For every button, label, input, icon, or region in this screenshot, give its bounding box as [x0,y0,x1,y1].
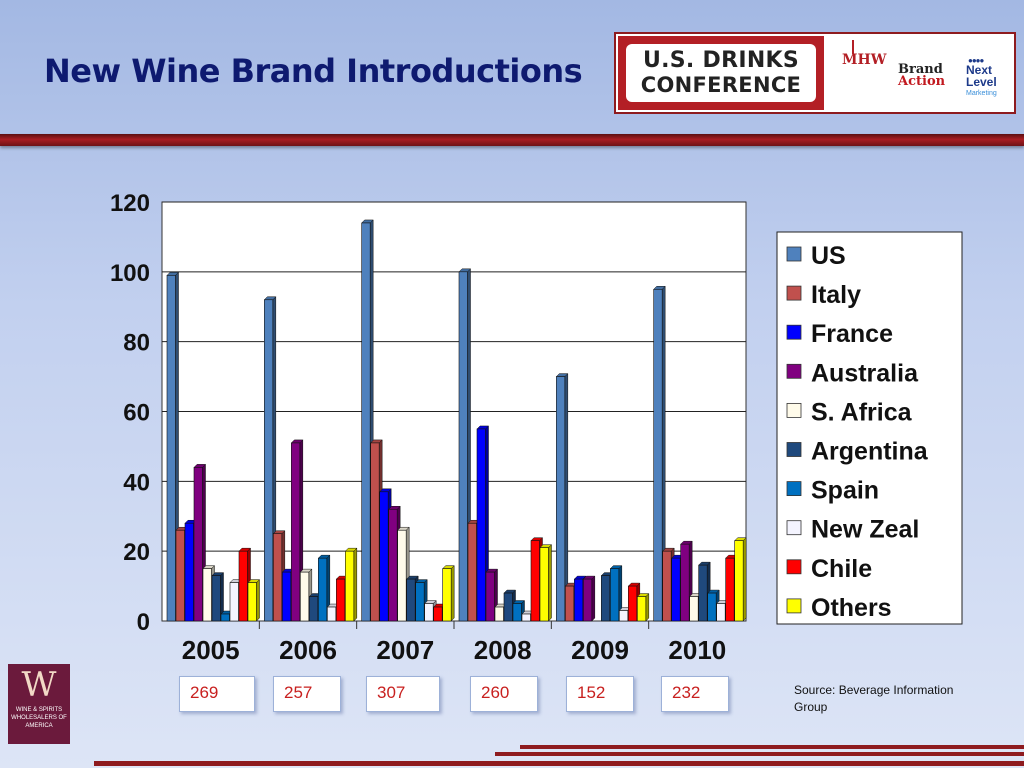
wswa-logo-letter: W [21,665,57,705]
legend-label: Chile [811,555,872,583]
next-level-logo-name: Next Level [966,63,997,89]
y-tick-label: 100 [110,260,150,287]
next-level-logo: Next Level Marketing [966,64,1016,100]
legend-swatch [786,246,802,262]
x-tick-label: 2005 [182,635,240,665]
legend-item: Argentina [786,438,929,466]
x-tick-label: 2009 [571,635,629,665]
bar-others-2005 [247,578,261,622]
source-note: Source: Beverage Information Group [794,683,954,714]
legend-swatch [786,324,802,340]
legend-swatch [786,598,802,614]
bar-others-2007 [442,565,455,622]
legend-swatch [786,481,802,497]
slide-title: New Wine Brand Introductions [44,52,583,90]
x-tick-label: 2006 [279,635,337,665]
legend-item: Chile [786,555,872,583]
conference-logo-line2: CONFERENCE [640,73,802,97]
bar-us-2009 [555,372,569,622]
brand-action-logo-action: Action [898,74,946,89]
legend-label: S. Africa [811,398,913,426]
bar-spain-2009 [609,565,623,622]
legend-item: US [786,242,846,270]
bar-australia-2009 [582,575,596,622]
bar-others-2010 [734,537,747,622]
bar-others-2006 [344,547,358,622]
legend-swatch [786,402,802,418]
conference-logo-line1: U.S. DRINKS [642,48,800,73]
brand-action-logo: Brand Action [898,62,954,89]
legend-item: Italy [786,281,861,309]
legend-label: Spain [811,477,879,505]
total-box-2008: 260 [470,676,538,712]
bar-australia-2008 [485,568,499,622]
total-box-2006: 257 [273,676,341,712]
chart-legend: US Italy France Australia S. Africa Argentina… [776,231,963,625]
next-level-logo-tagline: Marketing [966,90,997,97]
y-tick-label: 0 [137,609,150,636]
y-tick-label: 40 [123,469,150,496]
bar-others-2008 [539,544,553,622]
next-level-dots-icon: ●●●● [968,56,984,65]
mhw-logo: MHW [842,52,887,68]
legend-item: Spain [786,477,879,505]
x-tick-label: 2007 [376,635,434,665]
legend-label: Others [811,594,892,622]
y-tick-label: 80 [123,330,150,357]
y-tick-label: 120 [110,190,150,217]
bar-others-2009 [636,592,650,622]
brand-action-logo-brand: Brand [898,62,943,77]
x-tick-label: 2010 [668,635,726,665]
legend-box [776,231,963,625]
y-tick-label: 60 [123,400,150,427]
legend-label: US [811,242,846,270]
us-drinks-conference-logo: U.S. DRINKS CONFERENCE [618,36,824,110]
legend-item: New Zeal [786,516,919,544]
legend-label: France [811,320,893,348]
legend-item: S. Africa [786,398,913,426]
wswa-logo-text: WINE & SPIRITS WHOLESALERS OF AMERICA [11,707,67,729]
legend-label: Italy [811,281,861,309]
legend-swatch [786,363,802,379]
total-box-2005: 269 [179,676,255,712]
total-box-2009: 152 [566,676,634,712]
legend-swatch [786,285,802,301]
legend-swatch [786,559,802,575]
legend-item: Others [786,594,892,622]
legend-item: Australia [786,359,919,387]
header-divider-stripe [0,134,1024,146]
bar-us-2010 [653,285,666,622]
legend-item: France [786,320,893,348]
wswa-logo: W WINE & SPIRITS WHOLESALERS OF AMERICA [8,664,70,744]
legend-label: Australia [811,359,919,387]
legend-swatch [786,520,802,536]
legend-swatch [786,442,802,457]
total-box-2010: 232 [661,676,729,712]
total-box-2007: 307 [366,676,440,712]
bar-argentina-2010 [698,561,711,622]
y-tick-label: 20 [123,539,150,566]
x-tick-label: 2008 [474,635,532,665]
legend-label: Argentina [811,438,929,466]
legend-label: New Zeal [811,516,919,544]
conference-logo-banner: U.S. DRINKS CONFERENCE MHW Brand Action … [614,32,1016,114]
mhw-logo-icon [852,40,854,54]
